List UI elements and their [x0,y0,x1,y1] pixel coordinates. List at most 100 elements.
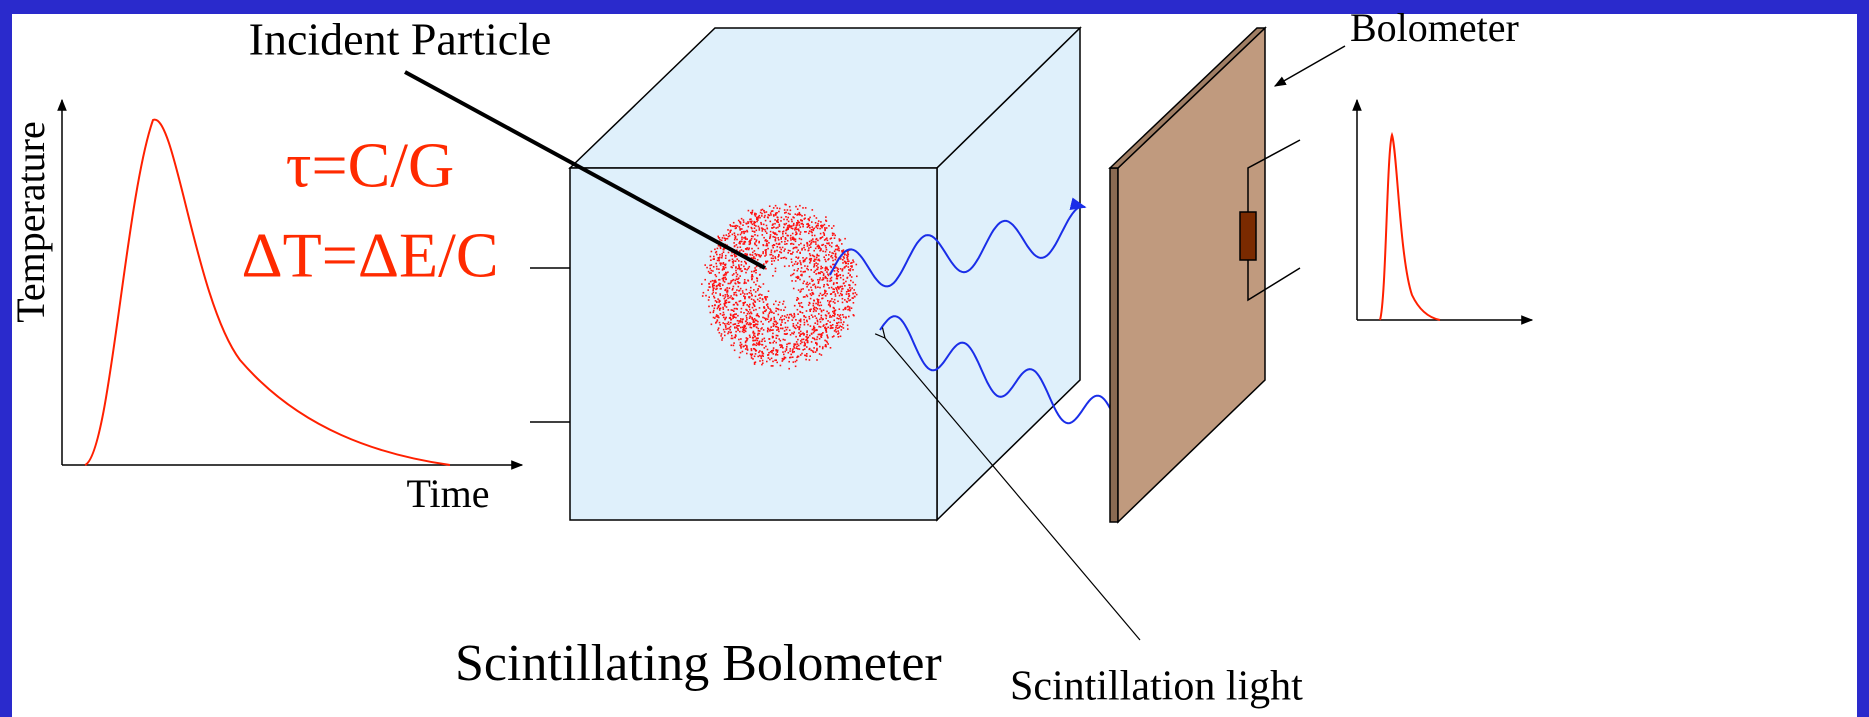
dot [716,319,719,322]
dot [711,293,714,295]
dot [802,282,804,285]
dot [809,297,812,300]
dot [809,308,811,311]
dot [770,357,773,360]
dot [774,239,777,242]
dot [769,220,772,223]
dot [733,273,735,275]
dot [718,259,720,262]
dot [797,228,800,231]
dot [806,319,808,322]
dot [766,348,769,351]
dot [785,349,788,351]
dot [793,314,796,316]
dot [827,269,829,271]
dot [836,327,839,329]
dot [824,345,827,347]
dot [822,325,824,327]
dot [734,260,737,262]
dot [735,278,738,280]
dot [734,279,737,282]
dot [743,302,745,304]
dot [846,256,848,259]
dot [789,356,791,359]
dot [744,237,747,239]
dot [769,330,771,332]
dot [733,292,735,294]
dot [797,326,799,328]
dot [815,238,817,241]
dot [758,351,760,354]
dot [781,319,783,321]
dot [801,274,803,277]
dot [727,321,730,323]
dot [826,341,829,344]
dot [717,306,719,308]
pointer [885,338,1141,641]
dot [785,222,788,225]
dot [806,295,809,298]
dot [746,346,748,349]
dot [821,267,824,269]
dot [849,286,851,289]
dot [778,338,780,340]
dot [756,323,759,326]
dot [801,352,803,355]
dot [840,329,843,331]
dot [708,305,710,308]
dot [753,224,756,226]
dot [741,231,743,233]
dot [806,330,808,332]
dot [752,299,755,301]
dot [739,320,742,322]
dot [744,238,747,240]
dot [787,227,790,229]
dot [742,302,744,304]
dot [809,282,811,285]
dot [821,347,824,350]
dot [785,328,788,331]
dot [717,244,720,247]
dot [720,335,722,337]
dot [766,330,769,333]
dot [799,251,801,254]
dot [719,307,722,310]
dot [808,232,810,235]
dot [749,315,751,318]
dot [825,266,827,268]
dot [743,326,745,329]
dot [739,293,742,295]
dot [839,285,842,288]
dot [775,213,777,216]
dot [746,229,748,232]
dot [735,244,738,246]
dot [839,317,842,319]
dot [751,211,754,214]
dot [804,344,806,347]
dot [723,268,725,270]
dot [813,234,816,237]
dot [853,314,855,317]
dot [841,293,843,296]
dot [816,319,819,322]
dot [754,267,756,269]
dot [838,308,841,310]
dot [808,253,811,255]
dot [757,334,759,336]
dot [731,309,734,312]
dot [833,319,835,322]
equation: τ=C/G [286,130,455,201]
dot [818,254,820,257]
dot [732,285,735,288]
dot [847,297,849,300]
dot [734,227,737,230]
dot [781,246,784,249]
dot [714,274,717,276]
dot [750,222,753,224]
dot [810,241,813,244]
dot [732,262,734,264]
dot [781,327,784,330]
dot [715,314,718,316]
dot [793,269,796,271]
dot [799,204,801,207]
